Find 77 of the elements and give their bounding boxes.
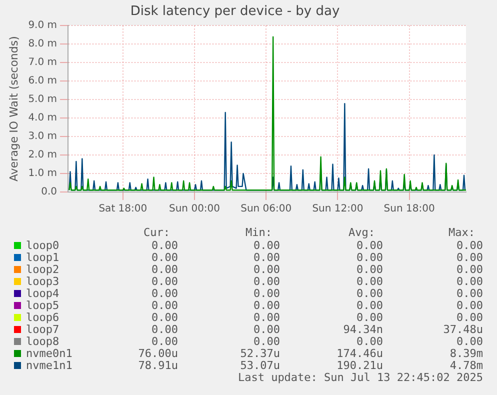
text: 0.00 — [456, 251, 483, 264]
y-tick-label: 1.0 m — [28, 168, 58, 180]
text: 76.00u — [138, 347, 178, 360]
text: Cur: — [144, 226, 170, 239]
text: 52.37u — [240, 347, 280, 360]
text: 0.00 — [254, 275, 280, 288]
legend-label: loop5 — [26, 299, 60, 312]
text: 0.00 — [356, 299, 383, 312]
text: 0.00 — [456, 275, 483, 288]
y-tick-label: 0.0 — [41, 186, 58, 198]
y-tick-label: 3.0 m — [28, 131, 58, 142]
text: 0.00 — [356, 275, 383, 288]
legend-label: loop1 — [26, 251, 60, 264]
y-tick-label: 4.0 m — [28, 112, 58, 124]
text: 0.00 — [254, 287, 280, 300]
text: 0.00 — [254, 299, 280, 312]
text: 0.00 — [456, 335, 483, 348]
legend-label: loop6 — [26, 311, 60, 324]
text: 0.00 — [356, 335, 383, 348]
text: 0.00 — [152, 251, 178, 264]
legend-label: nvme0n1 — [26, 347, 72, 360]
text: 0.00 — [152, 275, 178, 288]
text: 0.00 — [254, 323, 280, 336]
text: 0.00 — [254, 239, 280, 252]
text: 94.34n — [343, 323, 383, 336]
text: 0.00 — [254, 263, 280, 276]
text: 0.00 — [356, 263, 383, 276]
text: 0.00 — [152, 335, 178, 348]
x-tick-label: Sun 18:00 — [384, 204, 435, 215]
text: 0.00 — [152, 323, 178, 336]
text: 53.07u — [240, 359, 280, 372]
text: 0.00 — [456, 311, 483, 324]
y-tick-label: 7.0 m — [28, 57, 58, 68]
y-axis-title: Average IO Wait (seconds) — [7, 36, 20, 182]
x-tick-label: Sun 00:00 — [169, 204, 220, 215]
text: 0.00 — [356, 239, 383, 252]
text: 174.46u — [336, 347, 383, 360]
text: 0.00 — [254, 251, 280, 264]
text: 0.00 — [152, 299, 178, 312]
text: 37.48u — [443, 323, 483, 336]
text: 4.78m — [450, 359, 483, 372]
text: Avg: — [348, 226, 375, 239]
text: 0.00 — [356, 287, 383, 300]
text: Max: — [448, 226, 475, 239]
text: 0.00 — [456, 299, 483, 312]
y-tick-label: 2.0 m — [28, 150, 58, 161]
x-tick-label: Sat 18:00 — [98, 204, 148, 215]
legend-label: loop2 — [26, 263, 60, 276]
legend-label: nvme1n1 — [26, 359, 72, 372]
text: 0.00 — [152, 263, 178, 276]
y-tick-label: 5.0 m — [28, 94, 58, 106]
y-tick-label: 6.0 m — [28, 76, 58, 87]
x-tick-label: Sun 12:00 — [312, 204, 364, 215]
text: Min: — [246, 226, 272, 239]
chart-title: Disk latency per device - by day — [130, 4, 340, 20]
text: 190.21u — [336, 359, 383, 372]
text: 0.00 — [152, 311, 178, 324]
x-tick-label: Sun 06:00 — [240, 204, 292, 215]
text: 0.00 — [456, 239, 483, 252]
legend-label: loop3 — [26, 275, 60, 288]
text: 0.00 — [152, 239, 178, 252]
legend-label: loop7 — [26, 323, 60, 336]
text: Last update: Sun Jul 13 22:45:02 2025 — [238, 371, 483, 384]
text: 8.39m — [450, 347, 483, 360]
text: 0.00 — [152, 287, 178, 300]
legend-label: loop8 — [26, 335, 60, 348]
text: 0.00 — [356, 311, 383, 324]
text: 0.00 — [254, 311, 280, 324]
legend-label: loop0 — [26, 239, 60, 252]
text: 78.91u — [138, 359, 178, 372]
text: 0.00 — [254, 335, 280, 348]
y-tick-label: 9.0 m — [28, 20, 58, 32]
text: 0.00 — [356, 251, 383, 264]
y-tick-label: 8.0 m — [28, 38, 58, 50]
text: 0.00 — [456, 263, 483, 276]
text: 0.00 — [456, 287, 483, 300]
legend-label: loop4 — [26, 287, 60, 300]
